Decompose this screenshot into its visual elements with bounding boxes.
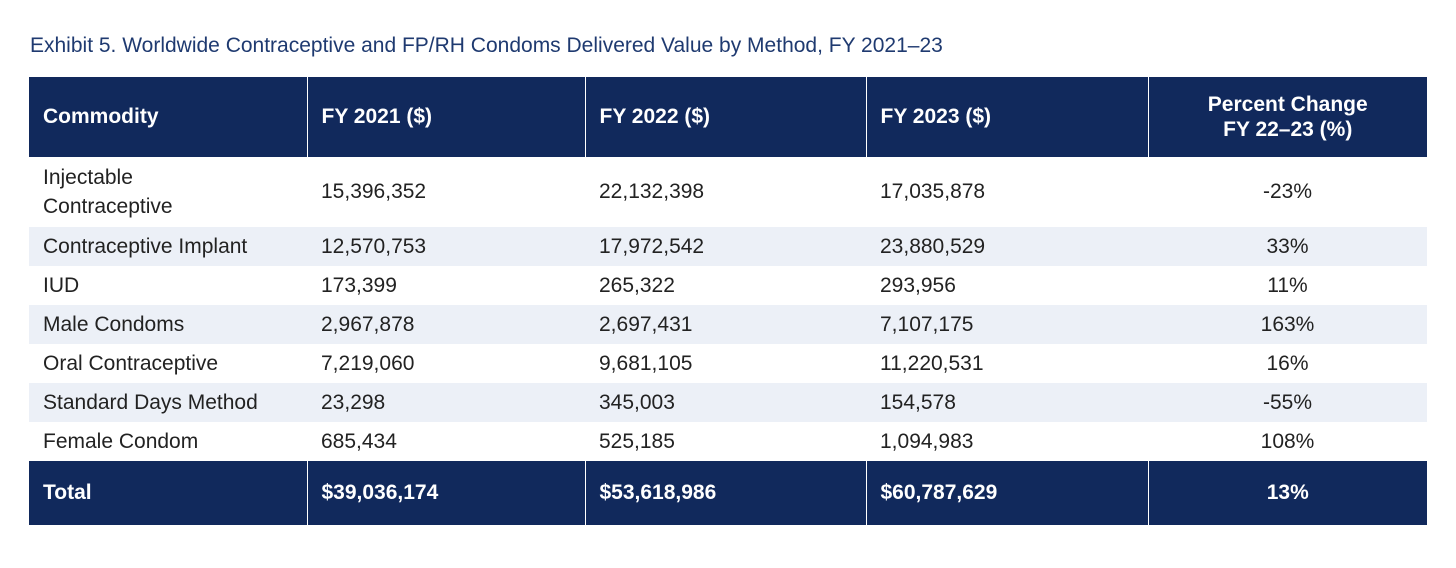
total-row: Total $39,036,174 $53,618,986 $60,787,62… xyxy=(29,461,1427,525)
fy2023-cell: 11,220,531 xyxy=(880,351,984,375)
table-row: Oral Contraceptive 7,219,060 9,681,105 1… xyxy=(29,344,1427,383)
table-row: Female Condom 685,434 525,185 1,094,983 … xyxy=(29,422,1427,461)
fy2021-cell: 7,219,060 xyxy=(321,351,415,375)
percent-change-cell: 11% xyxy=(1267,273,1308,297)
percent-change-cell: 108% xyxy=(1260,429,1315,453)
percent-change-cell: 163% xyxy=(1148,305,1427,344)
header-percent-change: Percent Change FY 22–23 (%) xyxy=(1147,77,1427,157)
percent-change-cell: -23% xyxy=(1262,180,1313,203)
total-percent-change: 13% xyxy=(1147,461,1427,525)
fy2022-cell: 17,972,542 xyxy=(585,227,866,266)
delivered-value-table: Commodity FY 2021 ($) FY 2022 ($) FY 202… xyxy=(29,77,1427,525)
fy2021-cell: 15,396,352 xyxy=(321,180,427,203)
fy2022-cell: 22,132,398 xyxy=(599,180,705,203)
header-fy2022: FY 2022 ($) xyxy=(584,77,866,157)
fy2023-cell: 23,880,529 xyxy=(866,227,1148,266)
table-row: Male Condoms 2,967,878 2,697,431 7,107,1… xyxy=(29,305,1427,344)
total-fy2022: $53,618,986 xyxy=(584,461,866,525)
table-row: Contraceptive Implant 12,570,753 17,972,… xyxy=(29,227,1427,266)
fy2021-cell: 23,298 xyxy=(307,383,585,422)
commodity-cell: Standard Days Method xyxy=(29,383,307,422)
header-commodity: Commodity xyxy=(29,77,307,157)
commodity-cell: Injectable Contraceptive xyxy=(29,157,307,227)
table-row: Standard Days Method 23,298 345,003 154,… xyxy=(29,383,1427,422)
commodity-cell: IUD xyxy=(43,273,80,297)
fy2021-cell: 685,434 xyxy=(321,429,397,453)
fy2021-cell: 12,570,753 xyxy=(307,227,585,266)
fy2023-cell: 154,578 xyxy=(866,383,1148,422)
fy2022-cell: 2,697,431 xyxy=(585,305,866,344)
fy2021-cell: 173,399 xyxy=(321,273,397,297)
fy2023-cell: 293,956 xyxy=(880,273,956,297)
header-row: Commodity FY 2021 ($) FY 2022 ($) FY 202… xyxy=(29,77,1427,157)
table-row: Injectable Contraceptive 15,396,352 22,1… xyxy=(29,157,1427,227)
total-fy2023: $60,787,629 xyxy=(865,461,1148,525)
header-percent-change-line2: FY 22–23 (%) xyxy=(1223,118,1353,141)
percent-change-cell: -55% xyxy=(1148,383,1427,422)
commodity-cell: Male Condoms xyxy=(29,305,307,344)
fy2023-cell: 17,035,878 xyxy=(880,180,986,203)
total-label: Total xyxy=(29,461,307,525)
percent-change-cell: 16% xyxy=(1266,351,1309,375)
commodity-cell: Contraceptive Implant xyxy=(29,227,307,266)
header-fy2021: FY 2021 ($) xyxy=(306,77,585,157)
fy2022-cell: 265,322 xyxy=(599,273,675,297)
table-row: IUD 173,399 265,322 293,956 11% xyxy=(29,266,1427,305)
commodity-label-line2: Contraceptive xyxy=(43,195,173,218)
commodity-cell: Female Condom xyxy=(43,429,199,453)
commodity-cell: Oral Contraceptive xyxy=(43,351,219,375)
fy2022-cell: 9,681,105 xyxy=(599,351,693,375)
fy2023-cell: 7,107,175 xyxy=(866,305,1148,344)
header-percent-change-line1: Percent Change xyxy=(1207,93,1368,116)
fy2021-cell: 2,967,878 xyxy=(307,305,585,344)
exhibit-title: Exhibit 5. Worldwide Contraceptive and F… xyxy=(30,34,943,57)
fy2022-cell: 525,185 xyxy=(599,429,675,453)
fy2022-cell: 345,003 xyxy=(585,383,866,422)
header-fy2023: FY 2023 ($) xyxy=(865,77,1148,157)
percent-change-cell: 33% xyxy=(1148,227,1427,266)
fy2023-cell: 1,094,983 xyxy=(880,429,974,453)
commodity-label-line1: Injectable xyxy=(43,166,133,189)
total-fy2021: $39,036,174 xyxy=(306,461,585,525)
